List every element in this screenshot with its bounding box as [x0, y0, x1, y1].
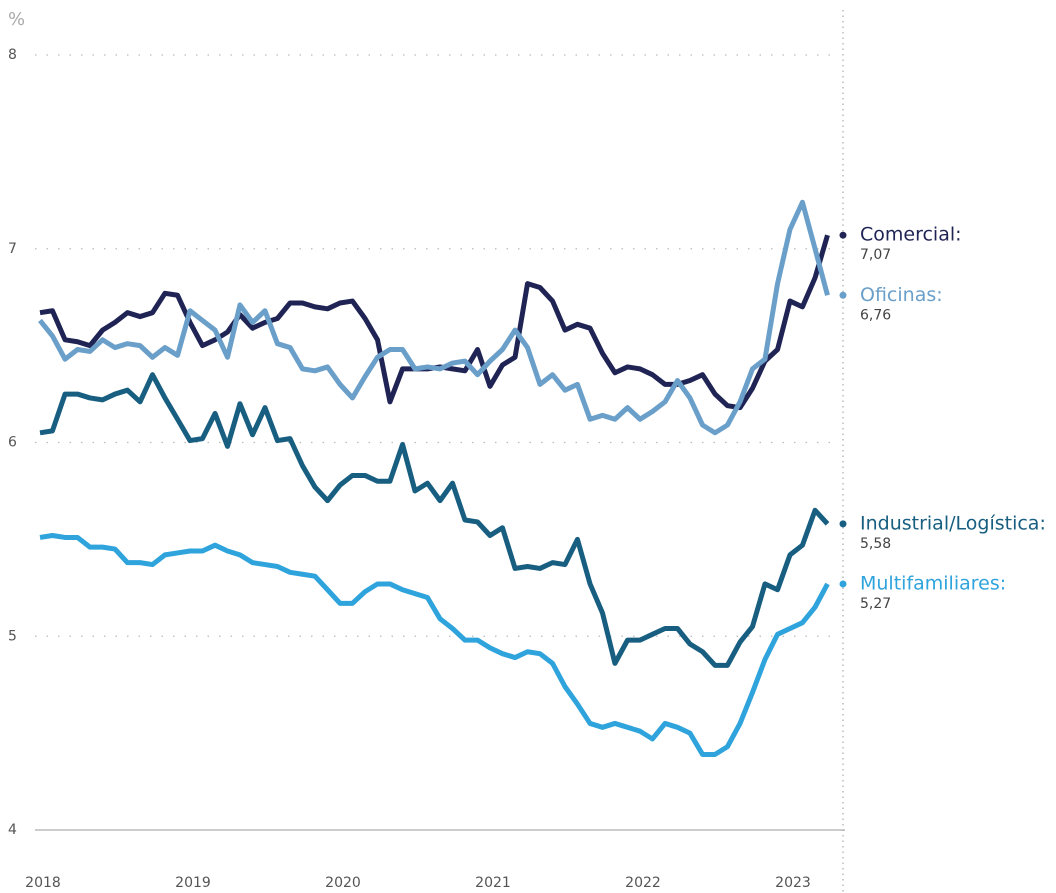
end-dot [839, 580, 847, 588]
x-tick-label: 2020 [325, 875, 361, 891]
series-line [39, 372, 830, 668]
end-dot [839, 231, 847, 239]
y-tick-label: 5 [8, 628, 17, 644]
value-label: 6,76 [860, 307, 891, 323]
y-tick-label: 7 [8, 241, 17, 257]
end-dot [839, 291, 847, 299]
y-tick-label: 8 [8, 47, 17, 63]
value-label: 5,58 [860, 536, 891, 552]
y-axis-label: % [8, 9, 25, 30]
series-label: Oficinas: [860, 284, 943, 306]
x-tick-label: 2022 [625, 875, 661, 891]
y-tick-label: 6 [8, 435, 17, 451]
series-label: Comercial: [860, 224, 962, 246]
x-tick-label: 2019 [175, 875, 211, 891]
end-dot [839, 520, 847, 528]
y-tick-label: 4 [8, 822, 17, 838]
value-label: 7,07 [860, 247, 891, 263]
series-label: Multifamiliares: [860, 572, 1006, 594]
series-label: Industrial/Logística: [860, 512, 1046, 534]
series-line [38, 199, 830, 436]
x-tick-label: 2021 [475, 875, 511, 891]
x-tick-label: 2018 [25, 875, 61, 891]
x-tick-label: 2023 [775, 875, 811, 891]
series-line [39, 533, 830, 757]
value-label: 5,27 [860, 596, 891, 612]
